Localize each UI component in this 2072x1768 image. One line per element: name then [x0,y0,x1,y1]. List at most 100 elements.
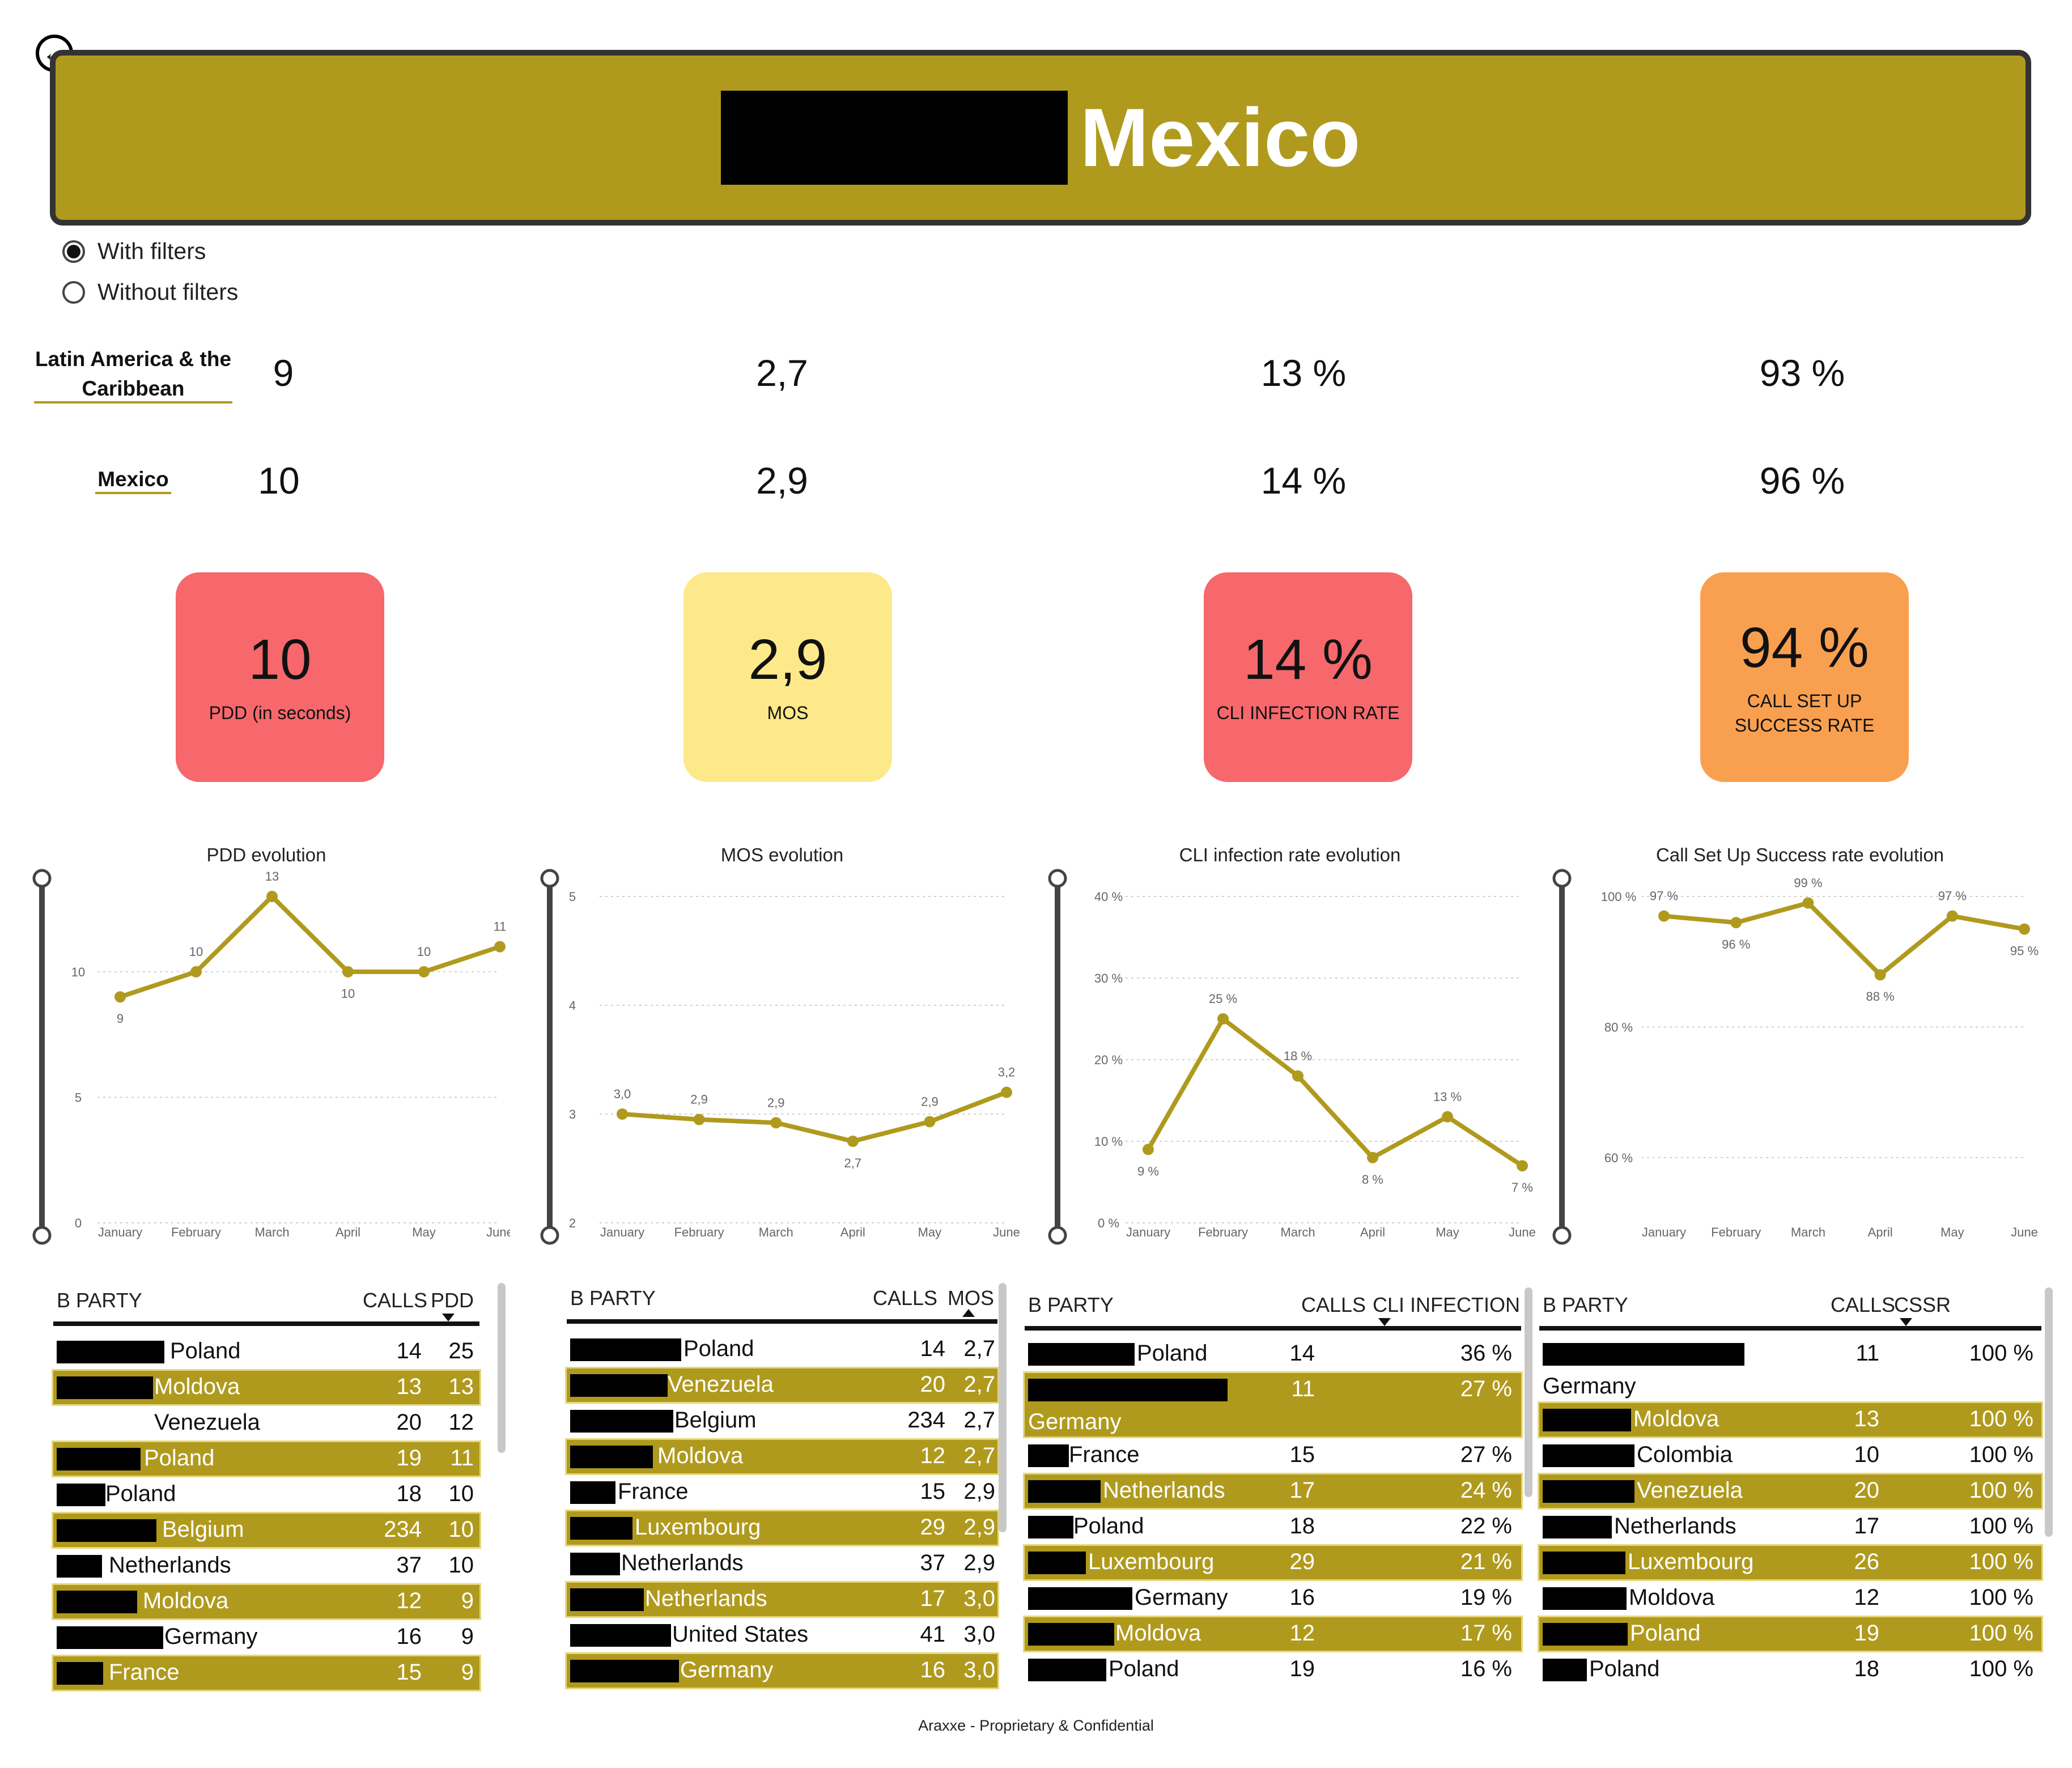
data-point[interactable] [418,966,430,978]
table-row[interactable]: Germany 16 19 % [1025,1582,1521,1615]
data-point[interactable] [190,966,202,978]
x-tick-label: February [674,1225,724,1239]
data-point[interactable] [266,891,278,902]
radio-button-selected[interactable] [62,240,85,263]
table-row[interactable]: Poland 14 36 % [1025,1337,1521,1371]
data-point[interactable] [1292,1070,1304,1082]
data-point[interactable] [1217,1013,1229,1025]
data-point[interactable] [1946,910,1958,922]
table-row[interactable]: Luxembourg 29 21 % [1023,1544,1523,1581]
range-slider-handle[interactable] [540,1226,559,1245]
filter-without-filters[interactable]: Without filters [62,279,238,305]
data-point[interactable] [924,1116,936,1128]
table-row[interactable]: Poland 19 16 % [1025,1653,1521,1686]
table-row[interactable]: France 15 9 [52,1655,481,1692]
table-row[interactable]: Venezuela 20 12 [53,1406,479,1440]
column-header[interactable]: MOS [948,1286,995,1310]
table-row[interactable]: Colombia 10 100 % [1539,1439,2041,1472]
data-point[interactable] [770,1117,782,1129]
sort-desc-icon[interactable] [1900,1318,1912,1326]
range-slider-handle[interactable] [1048,1226,1067,1245]
table-row[interactable]: Poland 19 100 % [1538,1616,2043,1652]
table-row[interactable]: Poland 14 25 [53,1335,479,1368]
table-row[interactable]: Germany 16 3,0 [565,1652,999,1689]
table-row[interactable]: Luxembourg 26 100 % [1538,1544,2043,1581]
column-header[interactable]: CALLS [1301,1293,1366,1316]
table-row[interactable]: Belgium 234 2,7 [567,1404,997,1438]
table-row[interactable]: Venezuela 20 2,7 [565,1367,999,1404]
table-row[interactable]: Moldova 12 9 [52,1583,481,1620]
data-point[interactable] [847,1136,859,1147]
data-point[interactable] [1001,1086,1012,1098]
column-header[interactable]: B PARTY [57,1289,142,1312]
table-row[interactable]: Germany 11 100 % [1539,1337,2041,1401]
table-row[interactable]: Moldova 12 2,7 [565,1438,999,1475]
data-point[interactable] [1517,1160,1528,1172]
table-row[interactable]: Moldova 12 17 % [1023,1616,1523,1652]
data-point[interactable] [1730,917,1742,929]
table-row[interactable]: Belgium 234 10 [52,1512,481,1549]
range-slider-handle[interactable] [1552,869,1572,888]
scrollbar[interactable] [2045,1287,2053,1537]
table-row[interactable]: Germany 11 27 % [1023,1371,1523,1438]
data-point[interactable] [1143,1144,1154,1155]
data-point[interactable] [342,966,354,978]
data-point[interactable] [2019,923,2030,935]
sort-desc-icon[interactable] [1378,1318,1391,1326]
column-header[interactable]: CLI INFECTION [1373,1293,1521,1316]
data-point[interactable] [1367,1151,1378,1163]
table-row[interactable]: Netherlands 17 100 % [1539,1510,2041,1544]
scrollbar[interactable] [999,1283,1007,1532]
filter-with-filters[interactable]: With filters [62,238,206,265]
data-point[interactable] [1442,1111,1453,1123]
radio-button[interactable] [62,280,85,304]
table-row[interactable]: France 15 2,9 [567,1476,997,1509]
table-row[interactable]: Venezuela 20 100 % [1538,1473,2043,1510]
table-row[interactable]: Poland 18 22 % [1025,1510,1521,1544]
data-point[interactable] [1874,969,1886,981]
column-header[interactable]: CALLS [873,1286,938,1310]
range-slider-handle[interactable] [1552,1226,1572,1245]
table-row[interactable]: Moldova 13 100 % [1538,1401,2043,1438]
sort-desc-icon[interactable] [442,1314,455,1321]
range-slider-handle[interactable] [1048,869,1067,888]
column-header[interactable]: PDD [431,1289,474,1312]
column-header[interactable]: CSSR [1894,1293,1951,1316]
latam-pdd-value: 9 [273,352,294,394]
sort-asc-icon[interactable] [962,1309,975,1317]
x-tick-label: April [336,1225,360,1239]
cell-metric: 100 % [1969,1406,2033,1431]
table-row[interactable]: Netherlands 37 2,9 [567,1547,997,1580]
scrollbar[interactable] [1525,1287,1532,1497]
table-row[interactable]: Luxembourg 29 2,9 [565,1510,999,1546]
data-point[interactable] [693,1114,705,1125]
range-slider-handle[interactable] [540,869,559,888]
data-point[interactable] [1802,897,1814,909]
table-row[interactable]: Netherlands 17 3,0 [565,1581,999,1618]
cell-calls: 26 [1854,1549,1880,1574]
column-header[interactable]: B PARTY [570,1286,656,1310]
table-row[interactable]: Poland 18 10 [53,1478,479,1511]
table-row[interactable]: Poland 14 2,7 [567,1333,997,1366]
scrollbar[interactable] [498,1283,506,1453]
table-row[interactable]: United States 41 3,0 [567,1618,997,1652]
data-point[interactable] [1658,910,1670,922]
table-row[interactable]: Moldova 13 13 [52,1369,481,1406]
data-point[interactable] [114,991,126,1003]
column-header[interactable]: B PARTY [1543,1293,1628,1316]
column-header[interactable]: B PARTY [1028,1293,1114,1316]
table-row[interactable]: Netherlands 17 24 % [1023,1473,1523,1510]
table-row[interactable]: Netherlands 37 10 [53,1549,479,1583]
redacted-block [1028,1623,1114,1646]
data-point[interactable] [494,941,506,953]
column-header[interactable]: CALLS [363,1289,428,1312]
range-slider-handle[interactable] [32,869,52,888]
table-row[interactable]: Moldova 12 100 % [1539,1582,2041,1615]
table-row[interactable]: Germany 16 9 [53,1621,479,1654]
table-row[interactable]: Poland 18 100 % [1539,1653,2041,1686]
table-row[interactable]: France 15 27 % [1025,1439,1521,1472]
range-slider-handle[interactable] [32,1226,52,1245]
column-header[interactable]: CALLS [1831,1293,1896,1316]
table-row[interactable]: Poland 19 11 [52,1440,481,1477]
data-point[interactable] [617,1108,628,1120]
